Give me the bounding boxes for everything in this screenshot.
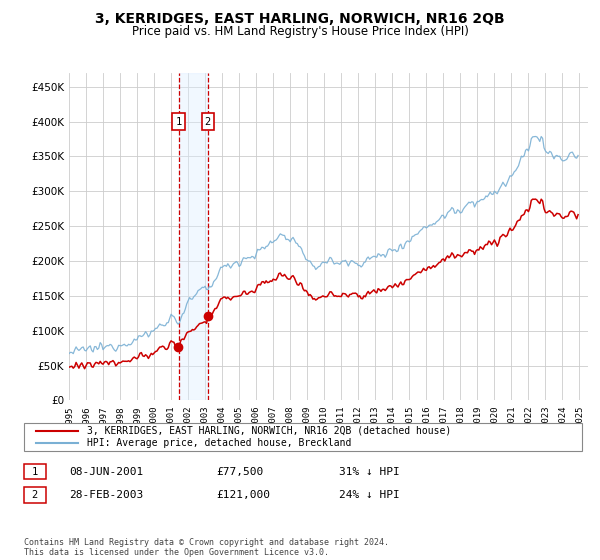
Text: £77,500: £77,500 [216, 466, 263, 477]
Text: 31% ↓ HPI: 31% ↓ HPI [339, 466, 400, 477]
Text: Price paid vs. HM Land Registry's House Price Index (HPI): Price paid vs. HM Land Registry's House … [131, 25, 469, 38]
Text: 1: 1 [32, 466, 38, 477]
Text: 2: 2 [32, 490, 38, 500]
Text: Contains HM Land Registry data © Crown copyright and database right 2024.
This d: Contains HM Land Registry data © Crown c… [24, 538, 389, 557]
Text: 3, KERRIDGES, EAST HARLING, NORWICH, NR16 2QB (detached house): 3, KERRIDGES, EAST HARLING, NORWICH, NR1… [87, 426, 451, 436]
Text: 08-JUN-2001: 08-JUN-2001 [69, 466, 143, 477]
Text: 2: 2 [205, 116, 211, 127]
Bar [179, 73, 208, 400]
Text: £121,000: £121,000 [216, 490, 270, 500]
Text: 1: 1 [175, 116, 182, 127]
Text: 3, KERRIDGES, EAST HARLING, NORWICH, NR16 2QB: 3, KERRIDGES, EAST HARLING, NORWICH, NR1… [95, 12, 505, 26]
Text: HPI: Average price, detached house, Breckland: HPI: Average price, detached house, Brec… [87, 438, 352, 448]
Text: 24% ↓ HPI: 24% ↓ HPI [339, 490, 400, 500]
Text: 28-FEB-2003: 28-FEB-2003 [69, 490, 143, 500]
